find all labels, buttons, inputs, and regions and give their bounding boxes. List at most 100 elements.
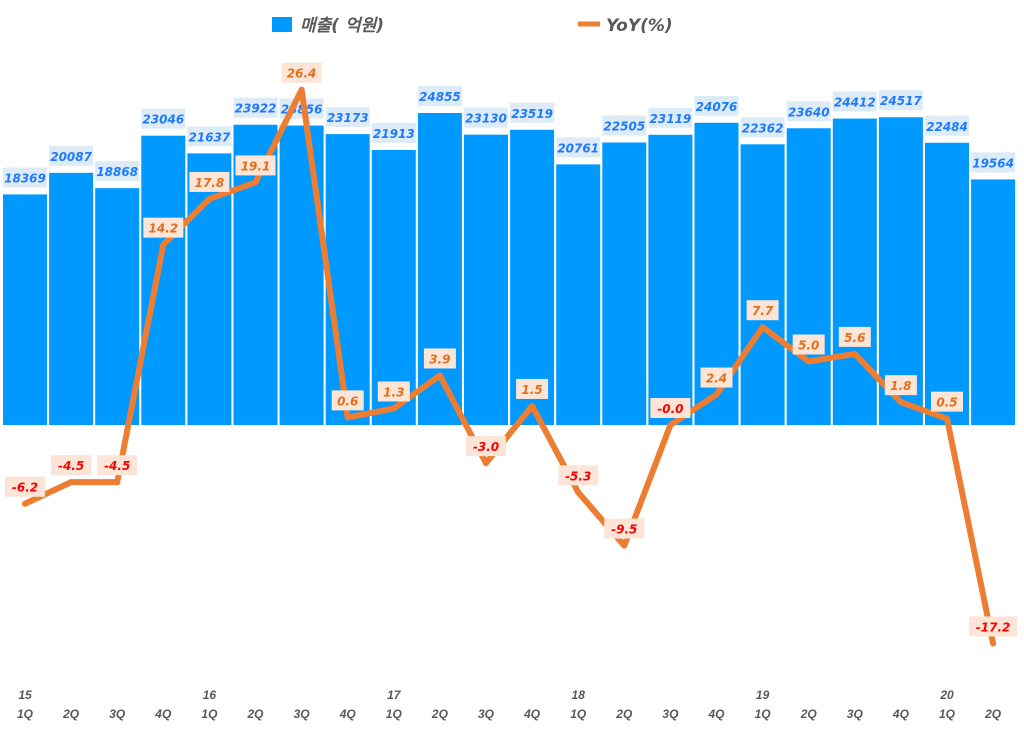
bar-label-bg — [510, 102, 555, 123]
x-tick-quarter: 4Q — [892, 707, 910, 721]
yoy-label: -4.5 — [58, 459, 84, 473]
yoy-label-bg — [5, 476, 45, 497]
bar-label-bg — [832, 91, 877, 112]
bar-label-bg — [878, 90, 923, 111]
yoy-point — [68, 479, 75, 486]
yoy-point — [713, 391, 720, 398]
yoy-label-bg — [604, 518, 645, 539]
yoy-point — [621, 542, 628, 549]
x-tick-quarter: 4Q — [154, 707, 172, 721]
bar-label-bg — [371, 122, 416, 143]
yoy-label-bg — [969, 616, 1018, 637]
x-tick-quarter: 2Q — [246, 707, 264, 721]
x-tick-quarter: 1Q — [386, 707, 403, 721]
bar-label: 19564 — [972, 156, 1014, 170]
bar-label-bg — [417, 86, 462, 106]
yoy-point — [22, 500, 28, 507]
bar-label: 24517 — [880, 94, 922, 108]
bar — [971, 179, 1016, 425]
bar — [648, 134, 693, 425]
legend-line-label: YoY(%) — [606, 16, 673, 36]
yoy-point — [897, 399, 904, 406]
yoy-label: -9.5 — [611, 523, 637, 537]
x-tick-quarter: 4Q — [523, 707, 541, 721]
bar-label: 24076 — [696, 100, 738, 114]
x-tick-year: 16 — [203, 688, 217, 702]
x-tick-quarter: 1Q — [939, 707, 956, 721]
x-tick-quarter: 1Q — [201, 707, 218, 721]
yoy-point — [483, 460, 489, 467]
yoy-label: 0.5 — [936, 396, 957, 410]
bar — [141, 135, 186, 426]
bar-label: 24855 — [419, 90, 461, 104]
yoy-label-bg — [792, 334, 825, 355]
yoy-label: -0.0 — [657, 402, 683, 416]
yoy-label-bg — [746, 300, 779, 321]
bar-label-bg — [233, 97, 278, 118]
yoy-label-bg — [884, 375, 917, 396]
yoy-label: 2.4 — [706, 372, 727, 386]
bar-label: 18868 — [96, 165, 138, 179]
yoy-label: 26.4 — [287, 67, 317, 81]
yoy-label-bg — [931, 391, 963, 412]
x-tick-quarter: 2Q — [800, 707, 818, 721]
bar-label: 20087 — [50, 150, 92, 164]
yoy-label-bg — [516, 378, 549, 399]
bar-label: 23130 — [465, 112, 507, 126]
x-tick-quarter: 2Q — [984, 707, 1002, 721]
yoy-label: 1.8 — [890, 379, 911, 393]
x-tick-quarter: 2Q — [431, 707, 449, 721]
bar-label-bg — [925, 115, 969, 136]
bar — [556, 164, 601, 426]
yoy-label: 1.3 — [383, 385, 404, 399]
yoy-label-bg — [189, 171, 230, 192]
yoy-label-bg — [51, 455, 92, 476]
bar — [279, 125, 324, 425]
x-tick-quarter: 3Q — [847, 707, 864, 721]
bar-label: 22484 — [926, 120, 968, 134]
x-tick-year: 18 — [572, 688, 586, 702]
yoy-label-bg — [143, 217, 184, 238]
yoy-point — [759, 324, 766, 331]
yoy-label: -3.0 — [473, 440, 499, 454]
bar-label-bg — [971, 152, 1016, 173]
bar-label: 24412 — [834, 96, 876, 110]
bar-label: 23640 — [788, 105, 830, 119]
yoy-label-bg — [650, 398, 691, 418]
yoy-point — [298, 86, 305, 93]
legend-bar-label: 매출( 억원) — [300, 16, 384, 36]
bar — [740, 144, 785, 426]
x-tick-year: 20 — [939, 688, 954, 702]
yoy-label-bg — [423, 348, 456, 369]
x-tick-quarter: 3Q — [662, 707, 679, 721]
yoy-point — [206, 195, 213, 202]
x-tick-quarter: 2Q — [62, 707, 80, 721]
yoy-label: 14.2 — [148, 222, 178, 236]
bar-label: 23119 — [650, 112, 692, 126]
x-tick-year: 19 — [756, 688, 770, 702]
bar-label-bg — [694, 95, 739, 116]
yoy-point — [851, 350, 858, 357]
x-tick-year: 15 — [18, 688, 32, 702]
bar-label: 21913 — [373, 127, 415, 141]
yoy-label: 5.0 — [798, 339, 819, 353]
yoy-label: -6.2 — [12, 481, 38, 495]
bar — [602, 142, 647, 426]
yoy-point — [160, 241, 167, 248]
x-tick-quarter: 1Q — [17, 707, 34, 721]
bar-label-bg — [740, 117, 785, 138]
yoy-label-bg — [235, 155, 276, 176]
bar — [371, 149, 416, 425]
yoy-label-bg — [466, 436, 506, 457]
yoy-point — [252, 179, 259, 186]
bar-label-bg — [602, 115, 647, 136]
bar-label: 18369 — [4, 171, 46, 185]
bar-label: 21637 — [189, 130, 231, 144]
yoy-label: -17.2 — [976, 620, 1011, 634]
bar — [510, 129, 555, 425]
bar-label-bg — [464, 107, 508, 128]
bar-label: 23173 — [327, 111, 369, 125]
bar-label: 23519 — [511, 107, 553, 121]
x-tick-quarter: 3Q — [478, 707, 495, 721]
